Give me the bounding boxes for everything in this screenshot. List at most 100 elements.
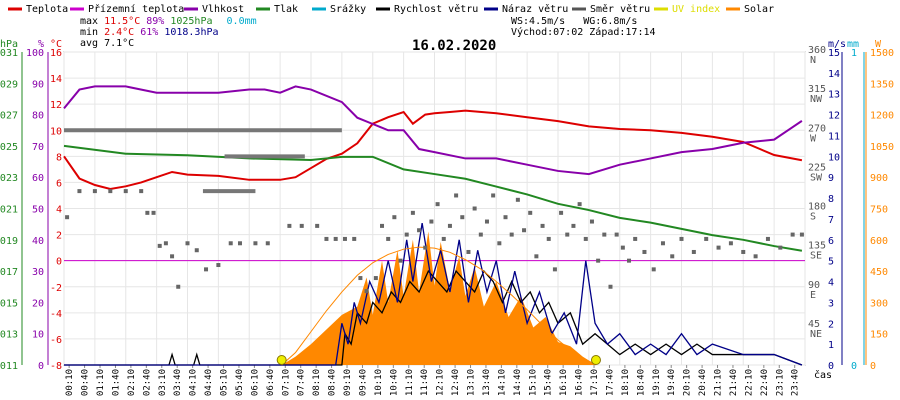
x-tick-label: 18:10 [621,369,631,396]
stats-max-label: max [80,16,99,27]
stats-max-temp: 11.5°C [104,16,141,27]
windspeed-tick: 6 [828,236,834,247]
winddir-point [660,241,665,246]
x-tick-label: 04:40 [204,369,214,396]
sun-marker [590,355,601,365]
winddir-point [447,223,452,228]
windspeed-tick: 12 [828,111,840,122]
windspeed-tick: 7 [828,215,834,226]
winddir-point [151,210,156,215]
winddir-point [778,245,783,250]
winddir-point [315,223,320,228]
legend-label: UV index [672,4,720,15]
winddir-point [651,267,656,272]
winddir-point [540,223,545,228]
x-tick-label: 16:10 [559,369,569,396]
temperature-tick: -4 [50,309,62,320]
legend-label: Vlhkost [202,4,244,15]
winddir-point [670,254,675,259]
temperature-tick: 8 [56,152,62,163]
x-tick-label: 04:10 [189,369,199,396]
winddir-point [398,258,403,263]
x-tick-label: 06:10 [250,369,260,396]
x-tick-label: 05:10 [220,369,230,396]
humidity-tick: 60 [32,173,44,184]
windspeed-unit: m/s [828,39,846,50]
sunset: Západ:17:14 [589,27,656,38]
x-tick-label: 01:10 [96,369,106,396]
stats-min-label: min [80,27,99,38]
x-tick-label: 22:40 [760,369,770,396]
x-tick-label: 01:40 [111,369,121,396]
temperature-tick: -2 [50,283,62,294]
winddir-point [157,243,162,248]
x-tick-label: 19:10 [652,369,662,396]
winddir-point [287,223,292,228]
winddir-point [466,249,471,254]
pressure-tick: 1027 [0,111,18,122]
winddir-point [435,202,440,207]
winddir-tick: 225 [808,162,826,173]
winddir-point [620,245,625,250]
winddir-point [753,254,758,259]
winddir-tick: 45 [808,319,820,330]
winddir-point [642,249,647,254]
x-tick-label: 23:40 [791,369,801,396]
temperature-tick: 16 [50,48,62,59]
winddir-point [515,197,520,202]
winddir-point [185,241,190,246]
winddir-tick-label: S [810,212,816,223]
winddir-point [386,236,391,241]
winddir-point [478,232,483,237]
winddir-point [509,232,514,237]
rain-tick: 0 [851,361,857,372]
winddir-point [216,263,221,268]
temperature-tick: 2 [56,231,62,242]
x-tick-label: 14:40 [513,369,523,396]
solar-tick: 900 [870,173,888,184]
x-tick-label: 02:10 [127,369,137,396]
winddir-point [589,219,594,224]
windspeed-tick: 2 [828,319,834,330]
legend-label: Srážky [330,3,366,15]
series-solar-area [281,231,596,365]
humidity-tick: 80 [32,111,44,122]
winddir-point [380,223,385,228]
series-line [64,223,803,366]
humidity-tick: 10 [32,330,44,341]
winddir-point [373,276,378,281]
winddir-tick-label: SW [810,172,823,183]
legend-label: Směr větru [590,3,650,15]
winddir-point [324,236,329,241]
winddir-point [123,189,128,194]
x-tick-label: 19:40 [667,369,677,396]
winddir-tick-label: W [810,133,817,144]
solar-tick: 0 [870,361,876,372]
temperature-tick: -6 [50,335,62,346]
pressure-unit: hPa [0,39,18,50]
stats-avg-label: avg [80,38,99,49]
x-tick-label: 15:10 [528,369,538,396]
winddir-point [534,254,539,259]
temperature-unit: °C [50,39,62,50]
x-tick-label: 15:40 [544,369,554,396]
winddir-point [92,189,97,194]
winddir-tick: 135 [808,241,826,252]
winddir-point [546,236,551,241]
x-tick-label: 02:40 [142,369,152,396]
winddir-point [528,210,533,215]
solar-tick: 150 [870,330,888,341]
winddir-point [627,258,632,263]
temperature-tick: 0 [56,257,62,268]
winddir-point [404,232,409,237]
winddir-tick-label: N [810,55,816,66]
pressure-tick: 1029 [0,79,18,90]
winddir-point [265,241,270,246]
winddir-point [228,241,233,246]
x-axis-label: čas [814,369,832,381]
